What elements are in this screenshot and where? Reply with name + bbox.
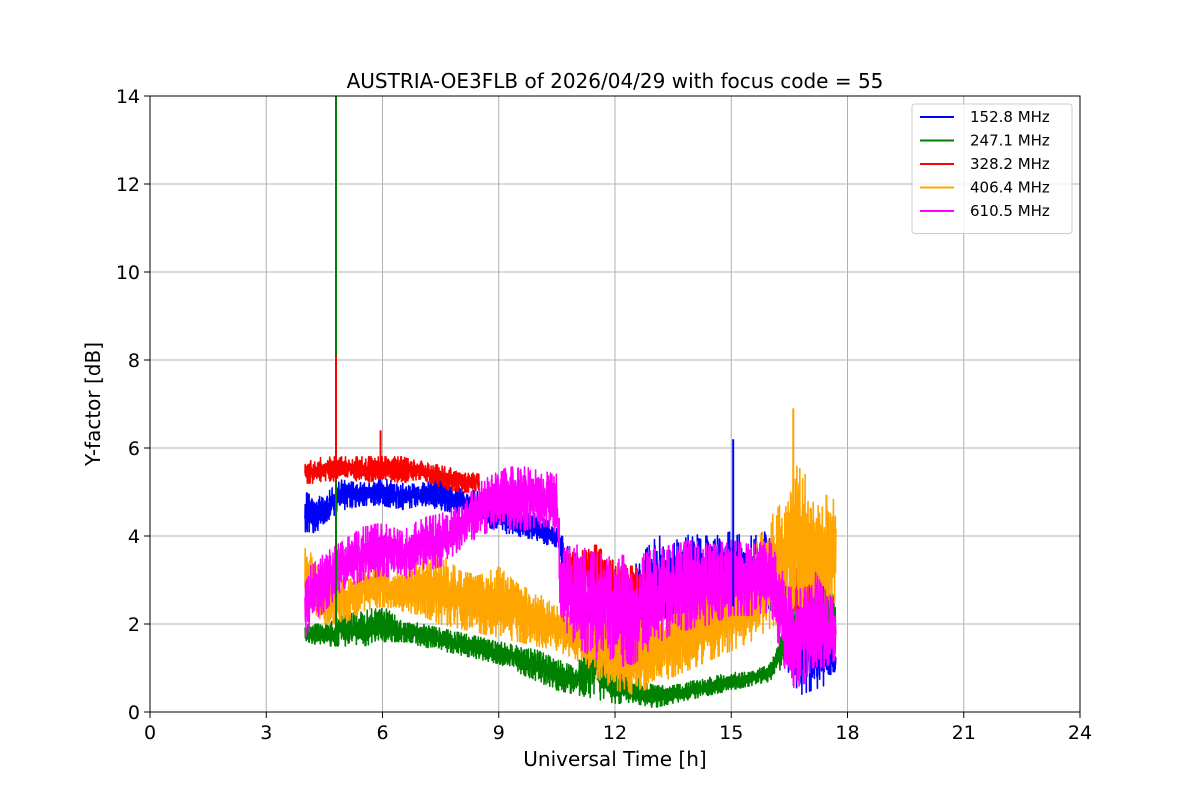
- y-tick-label: 8: [128, 350, 140, 372]
- series-line: [304, 577, 837, 708]
- x-tick-label: 24: [1068, 722, 1092, 744]
- x-tick-label: 0: [144, 722, 156, 744]
- series-layer: [304, 96, 837, 708]
- y-tick-label: 12: [116, 174, 140, 196]
- chart-title: AUSTRIA-OE3FLB of 2026/04/29 with focus …: [347, 69, 884, 93]
- y-tick-label: 10: [116, 262, 140, 284]
- x-tick-label: 18: [835, 722, 859, 744]
- legend: 152.8 MHz 247.1 MHz 328.2 MHz 406.4 MHz 610.…: [911, 103, 1073, 234]
- series-line: [304, 456, 481, 493]
- y-tick-label: 2: [128, 614, 140, 636]
- x-tick-label: 9: [493, 722, 505, 744]
- x-tick-label: 21: [952, 722, 976, 744]
- y-tick-label: 4: [128, 526, 140, 548]
- x-tick-label: 6: [376, 722, 388, 744]
- x-tick-label: 3: [260, 722, 272, 744]
- legend-box: [911, 103, 1073, 234]
- y-axis-label: Y-factor [dB]: [81, 342, 105, 467]
- legend-entry: 406.4 MHz: [970, 179, 1050, 197]
- legend-entry: 328.2 MHz: [970, 155, 1050, 173]
- x-tick-label: 15: [719, 722, 743, 744]
- x-tick-label: 12: [603, 722, 627, 744]
- y-tick-label: 6: [128, 438, 140, 460]
- legend-entry: 610.5 MHz: [970, 202, 1050, 220]
- y-tick-label: 0: [128, 702, 140, 724]
- x-axis-label: Universal Time [h]: [523, 747, 706, 771]
- legend-entry: 152.8 MHz: [970, 108, 1050, 126]
- legend-entry: 247.1 MHz: [970, 132, 1050, 150]
- y-tick-label: 14: [116, 86, 140, 108]
- series-line: [304, 466, 837, 689]
